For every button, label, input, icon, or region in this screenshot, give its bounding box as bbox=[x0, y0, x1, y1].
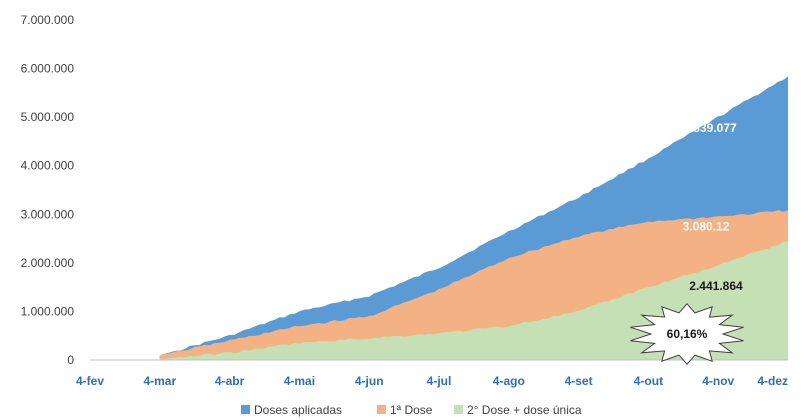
legend-swatch bbox=[241, 405, 250, 414]
legend-item: 1ª Dose bbox=[377, 403, 433, 417]
legend: Doses aplicadas 1ª Dose 2° Dose + dose úni… bbox=[241, 403, 582, 417]
x-tick-label: 4-abr bbox=[215, 374, 245, 388]
data-label: 5.839.077 bbox=[683, 121, 737, 135]
legend-label: 1ª Dose bbox=[390, 403, 433, 417]
data-label: 3.080.12 bbox=[683, 219, 730, 233]
x-tick-label: 4-set bbox=[565, 374, 593, 388]
x-tick-label: 4-nov bbox=[702, 374, 734, 388]
y-tick-label: 6.000.000 bbox=[21, 62, 75, 76]
starburst-shape bbox=[630, 303, 744, 365]
x-tick-label: 4-jun bbox=[355, 374, 384, 388]
y-tick-label: 0 bbox=[67, 353, 74, 367]
area-series-3 bbox=[159, 241, 789, 360]
y-tick-label: 7.000.000 bbox=[21, 13, 75, 27]
y-tick-label: 2.000.000 bbox=[21, 256, 75, 270]
legend-item: Doses aplicadas bbox=[241, 403, 342, 417]
x-tick-label: 4-jul bbox=[427, 374, 452, 388]
legend-item: 2° Dose + dose única bbox=[454, 403, 582, 417]
y-tick-label: 3.000.000 bbox=[21, 207, 75, 221]
plot-areas bbox=[159, 76, 789, 361]
starburst-label: 60,16% bbox=[667, 327, 708, 341]
y-tick-label: 4.000.000 bbox=[21, 159, 75, 173]
data-label: 2.441.864 bbox=[689, 279, 743, 293]
y-axis: 0 1.000.000 2.000.000 3.000.000 4.000.000 5.0… bbox=[21, 13, 75, 367]
x-tick-label: 4-out bbox=[634, 374, 663, 388]
y-tick-label: 1.000.000 bbox=[21, 304, 75, 318]
legend-swatch bbox=[454, 405, 463, 414]
legend-label: 2° Dose + dose única bbox=[467, 403, 582, 417]
x-tick-label: 4-ago bbox=[493, 374, 525, 388]
percentage-callout: 60,16% bbox=[630, 303, 744, 365]
x-tick-label: 4-mai bbox=[284, 374, 315, 388]
legend-swatch bbox=[377, 405, 386, 414]
data-labels: 5.839.077 3.080.12 2.441.864 bbox=[683, 121, 743, 293]
legend-label: Doses aplicadas bbox=[254, 403, 342, 417]
x-axis: 4-fev 4-mar 4-abr 4-mai 4-jun 4-jul 4-ago 4-set… bbox=[76, 374, 788, 388]
x-tick-label: 4-fev bbox=[76, 374, 104, 388]
x-tick-label: 4-mar bbox=[143, 374, 176, 388]
y-tick-label: 5.000.000 bbox=[21, 110, 75, 124]
x-tick-label: 4-dez bbox=[757, 374, 788, 388]
